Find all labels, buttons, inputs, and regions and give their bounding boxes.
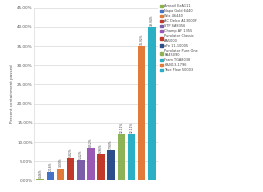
- Text: 12.11%: 12.11%: [129, 122, 133, 133]
- Bar: [148, 27, 155, 180]
- Text: 8.52%: 8.52%: [89, 137, 93, 147]
- Text: 3.09%: 3.09%: [59, 158, 63, 167]
- Bar: [77, 160, 85, 180]
- Text: 0.46%: 0.46%: [38, 168, 42, 178]
- Legend: Amsoil EaA111, Napa Gold 6440, Wix 46440, AC Delco A13000F, STP SA8356, Champ AF: Amsoil EaA111, Napa Gold 6440, Wix 46440…: [160, 4, 198, 72]
- Bar: [67, 158, 74, 180]
- Bar: [87, 148, 95, 180]
- Text: 5.82%: 5.82%: [69, 147, 73, 157]
- Bar: [47, 172, 54, 180]
- Text: 6.96%: 6.96%: [99, 143, 103, 153]
- Y-axis label: Percent containment passed: Percent containment passed: [11, 65, 14, 123]
- Bar: [118, 134, 125, 180]
- Bar: [57, 169, 64, 180]
- Bar: [107, 150, 115, 180]
- Text: 39.94%: 39.94%: [150, 14, 154, 26]
- Bar: [138, 46, 145, 180]
- Bar: [97, 154, 105, 180]
- Text: 5.42%: 5.42%: [79, 149, 83, 159]
- Text: 34.92%: 34.92%: [140, 34, 144, 45]
- Text: 2.16%: 2.16%: [48, 161, 52, 171]
- Bar: [128, 134, 135, 180]
- Bar: [37, 179, 44, 180]
- Text: 12.11%: 12.11%: [119, 122, 123, 133]
- Text: 7.90%: 7.90%: [109, 139, 113, 149]
